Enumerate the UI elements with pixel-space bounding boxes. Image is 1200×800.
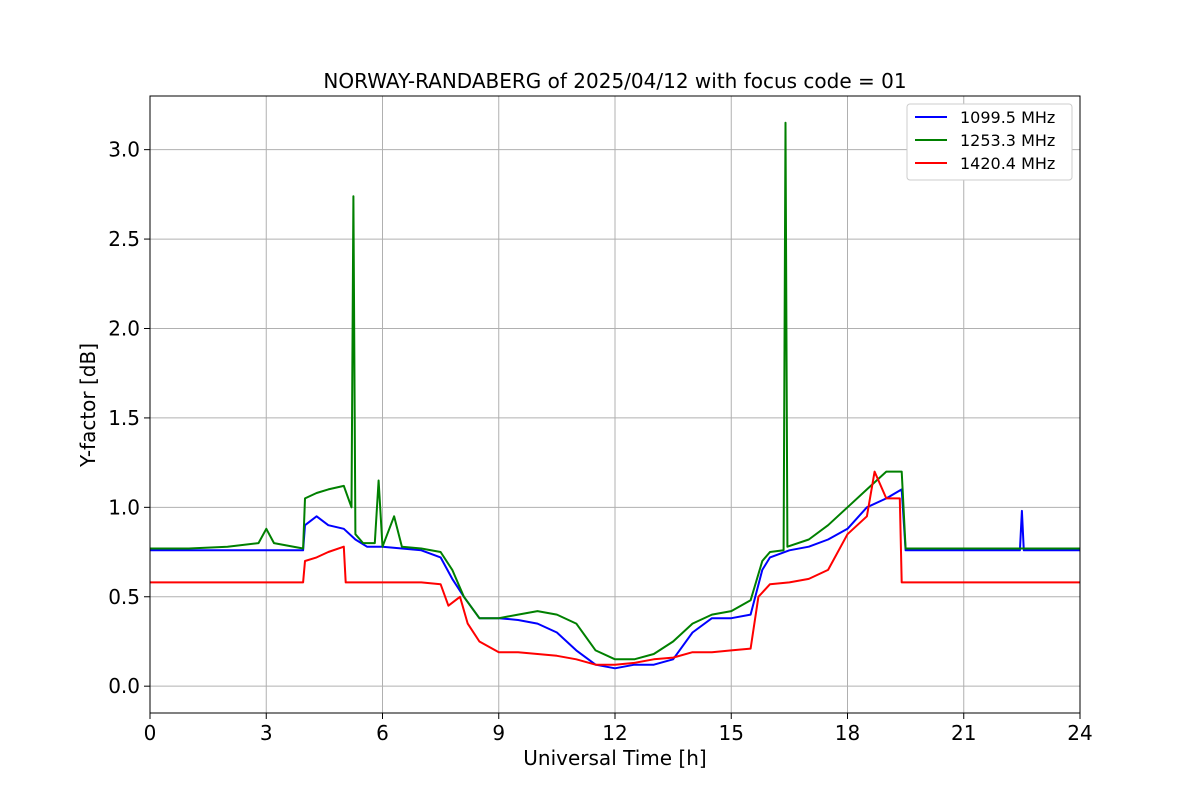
grid (149, 96, 1081, 713)
x-axis-title: Universal Time [h] (523, 746, 706, 770)
y-tick-label: 1.5 (108, 406, 140, 430)
x-tick-label: 18 (835, 721, 860, 745)
x-tick-label: 21 (951, 721, 976, 745)
plot-lines (150, 121, 1080, 670)
x-tick-label: 6 (376, 721, 389, 745)
series-line-2 (150, 121, 1080, 661)
legend: 1099.5 MHz 1253.3 MHz 1420.4 MHz (906, 103, 1073, 181)
x-tick-label: 3 (260, 721, 273, 745)
x-tick-label: 24 (1067, 721, 1092, 745)
series-line-3 (150, 470, 1080, 666)
legend-label: 1253.3 MHz (960, 131, 1055, 150)
y-tick-label: 1.0 (108, 495, 140, 519)
x-tick-label: 0 (144, 721, 157, 745)
y-axis: 0.0 0.5 1.0 1.5 2.0 2.5 3.0 (108, 138, 150, 698)
legend-label: 1099.5 MHz (960, 108, 1055, 127)
chart-title: NORWAY-RANDABERG of 2025/04/12 with focu… (323, 69, 906, 93)
legend-box (906, 103, 1073, 181)
y-tick-label: 3.0 (108, 138, 140, 162)
y-tick-label: 2.5 (108, 227, 140, 251)
x-tick-label: 15 (719, 721, 744, 745)
y-axis-title: Y-factor [dB] (76, 343, 100, 468)
y-tick-label: 0.0 (108, 674, 140, 698)
x-tick-label: 9 (492, 721, 505, 745)
y-tick-label: 2.0 (108, 316, 140, 340)
legend-label: 1420.4 MHz (960, 154, 1055, 173)
x-axis: 0 3 6 9 12 15 18 21 24 (144, 713, 1093, 745)
x-tick-label: 12 (602, 721, 627, 745)
y-tick-label: 0.5 (108, 585, 140, 609)
